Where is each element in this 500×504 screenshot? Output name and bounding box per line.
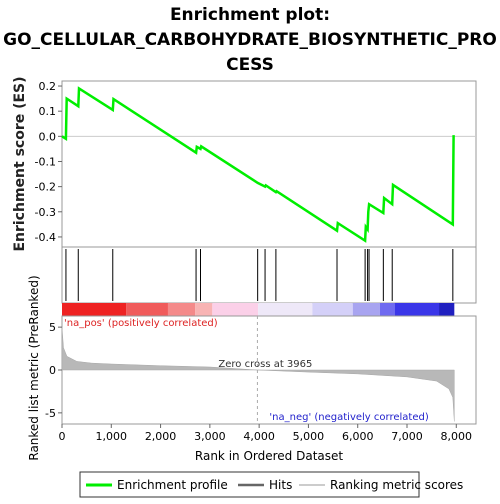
x-axis-ticks: 0 1,000 2,000 3,000 4,000 5,000 6,000 7,000 8,00…	[59, 424, 473, 443]
x-tick-label: 1,000	[96, 430, 128, 443]
es-y-tick-label: 0.2	[39, 80, 57, 93]
x-tick-label: 0	[59, 430, 66, 443]
legend-ranking-metric-scores: Ranking metric scores	[330, 478, 463, 492]
heat-bar-segment	[167, 303, 196, 316]
chart-title-line-2: GO_CELLULAR_CARBOHYDRATE_BIOSYNTHETIC_PR…	[3, 30, 497, 50]
x-tick-label: 5,000	[293, 430, 325, 443]
x-tick-label: 2,000	[145, 430, 177, 443]
enrichment-profile-line	[61, 86, 455, 243]
positive-correlation-label: 'na_pos' (positively correlated)	[64, 318, 218, 329]
es-y-tick-label: -0.4	[35, 231, 56, 244]
es-y-tick-label: -0.2	[35, 181, 56, 194]
metric-y-tick-label: -5	[45, 407, 56, 420]
legend-enrichment-profile: Enrichment profile	[117, 478, 228, 492]
hits-panel-frame	[61, 246, 477, 304]
heat-bar-segment	[439, 303, 455, 316]
es-panel-frame	[61, 80, 477, 248]
hits-marks	[65, 249, 454, 301]
metric-y-axis-label: Ranked list metric (PreRanked)	[27, 275, 41, 460]
chart-title-line-3: CESS	[226, 55, 274, 75]
ranking-heat-bar	[62, 303, 455, 316]
es-y-tick-label: 0.1	[39, 105, 57, 118]
heat-bar-segment	[312, 303, 353, 316]
es-y-tick-label: -0.1	[35, 155, 56, 168]
es-y-tick-label: -0.3	[35, 206, 56, 219]
es-y-tick-label: 0.0	[39, 130, 57, 143]
es-y-ticks: 0.2 0.1 0.0 -0.1 -0.2 -0.3 -0.4	[35, 80, 62, 244]
x-tick-label: 3,000	[194, 430, 226, 443]
heat-bar-segment	[394, 303, 440, 316]
x-tick-label: 6,000	[342, 430, 374, 443]
heat-bar-segment	[212, 303, 259, 316]
x-tick-label: 8,000	[441, 430, 473, 443]
heat-bar-segment	[62, 303, 127, 316]
zero-cross-label: Zero cross at 3965	[218, 359, 312, 370]
x-tick-label: 4,000	[243, 430, 275, 443]
negative-correlation-label: 'na_neg' (negatively correlated)	[269, 412, 428, 423]
heat-bar-segment	[126, 303, 168, 316]
es-y-axis-label: Enrichment score (ES)	[12, 76, 28, 251]
x-axis-label: Rank in Ordered Dataset	[195, 449, 343, 463]
metric-y-tick-label: 5	[49, 321, 56, 334]
metric-y-ticks: 5 0 -5	[45, 321, 62, 420]
heat-bar-segment	[379, 303, 395, 316]
legend-hits: Hits	[269, 478, 292, 492]
chart-title-line-1: Enrichment plot:	[170, 5, 330, 25]
metric-y-tick-label: 0	[49, 364, 56, 377]
x-tick-label: 7,000	[391, 430, 423, 443]
heat-bar-segment	[195, 303, 213, 316]
heat-bar-segment	[352, 303, 380, 316]
heat-bar-segment	[258, 303, 313, 316]
